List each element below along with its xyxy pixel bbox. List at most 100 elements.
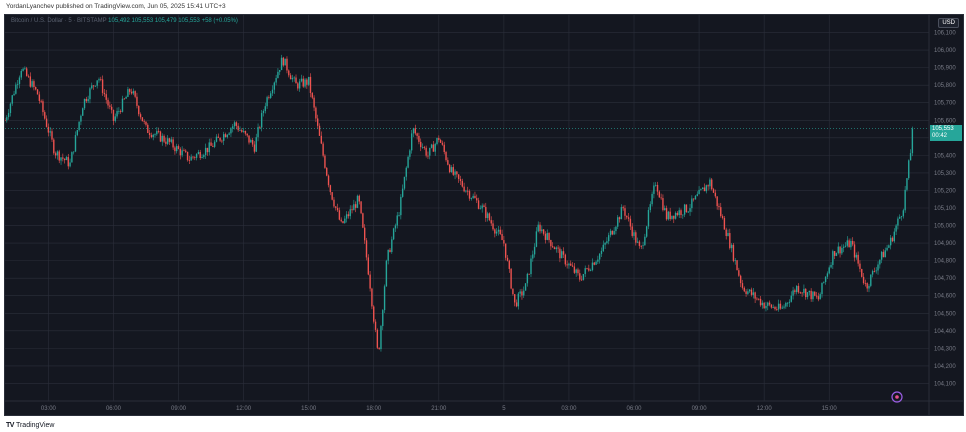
candle-body [121, 98, 124, 112]
candle-body [306, 79, 308, 85]
candle-body [246, 133, 248, 136]
candle-body [517, 293, 520, 307]
candle-body [421, 146, 424, 148]
candle-body [868, 285, 870, 289]
candle-body [47, 126, 50, 133]
candle-body [425, 147, 427, 156]
candle-body [42, 101, 44, 113]
candle-body [649, 204, 651, 210]
candle-body [210, 142, 212, 146]
candle-body [488, 213, 491, 221]
x-tick-label: 5 [502, 406, 506, 412]
candle-body [383, 286, 386, 311]
candle-body [774, 307, 776, 310]
candle-body [396, 215, 398, 226]
candle-body [179, 148, 182, 156]
candle-body [700, 189, 702, 190]
y-tick-label: 105,900 [934, 66, 956, 72]
candle-body [705, 185, 708, 192]
candle-body [562, 251, 565, 255]
candle-body [85, 98, 88, 102]
candle-body [114, 116, 116, 121]
candle-body [546, 232, 548, 240]
currency-button[interactable]: USD [938, 18, 959, 28]
candle-body [521, 291, 523, 296]
candle-body [27, 75, 30, 77]
candle-body [906, 178, 908, 190]
candle-body [447, 160, 449, 165]
candle-body [683, 204, 686, 215]
candle-body [902, 210, 905, 217]
candle-body [752, 292, 755, 295]
candle-body [407, 156, 409, 168]
candle-body [467, 190, 469, 192]
candle-body [503, 240, 505, 244]
candle-body [293, 77, 295, 79]
chart-area[interactable]: 104,100 104,200 104,300 104,400 104,500 104,6… [4, 14, 964, 416]
candle-body [734, 260, 736, 262]
candle-body [812, 291, 814, 300]
candle-body [420, 141, 422, 148]
candle-body [116, 111, 118, 117]
y-tick-label: 104,200 [934, 364, 956, 370]
candle-body [159, 131, 162, 142]
candle-body [223, 134, 225, 141]
candle-body [748, 289, 751, 292]
candle-body [279, 70, 281, 72]
candle-body [786, 302, 789, 304]
y-tick-label: 104,100 [934, 381, 956, 387]
candle-body [739, 275, 742, 284]
candle-body [866, 283, 868, 289]
candle-body [318, 125, 321, 136]
x-tick-label: 21:00 [431, 406, 447, 412]
candle-body [181, 150, 183, 156]
candle-body [474, 195, 476, 199]
candle-body [595, 261, 597, 265]
candle-body [819, 294, 821, 300]
candle-body [795, 285, 798, 293]
candle-body [213, 141, 216, 147]
candle-body [6, 117, 8, 121]
candle-body [541, 229, 543, 232]
candle-body [275, 78, 277, 83]
candle-body [718, 206, 720, 208]
candle-body [22, 68, 24, 71]
candle-body [322, 143, 324, 156]
candle-body [94, 85, 97, 87]
candle-body [579, 273, 581, 280]
candle-body [327, 175, 330, 186]
candle-body [270, 93, 272, 98]
candle-body [564, 254, 567, 265]
candle-body [676, 212, 679, 216]
candle-body [71, 152, 73, 163]
candle-body [365, 240, 368, 258]
candle-body [870, 274, 872, 286]
candle-body [833, 251, 836, 256]
candle-body [608, 235, 610, 242]
candle-body [72, 151, 75, 153]
candle-body [725, 229, 727, 236]
x-tick-label: 09:00 [692, 406, 708, 412]
footer-brand[interactable]: TV TradingView [6, 422, 54, 429]
candle-body [197, 152, 200, 155]
candle-body [429, 147, 431, 156]
candle-body [257, 127, 259, 138]
candle-body [570, 263, 572, 266]
candlestick-chart[interactable]: 104,100 104,200 104,300 104,400 104,500 104,6… [5, 15, 963, 415]
candle-body [909, 153, 912, 161]
candle-body [125, 96, 127, 99]
candle-body [698, 189, 700, 195]
candle-body [880, 251, 883, 260]
y-tick-label: 106,000 [934, 48, 956, 54]
candle-body [82, 108, 84, 116]
candle-body [7, 113, 10, 118]
candle-body [727, 233, 729, 236]
candle-body [74, 135, 77, 152]
candle-body [794, 290, 796, 293]
candle-body [504, 243, 507, 258]
candle-body [62, 157, 64, 159]
candle-body [452, 167, 454, 175]
candle-body [586, 268, 588, 269]
y-tick-label: 104,900 [934, 241, 956, 247]
candle-body [45, 118, 48, 127]
